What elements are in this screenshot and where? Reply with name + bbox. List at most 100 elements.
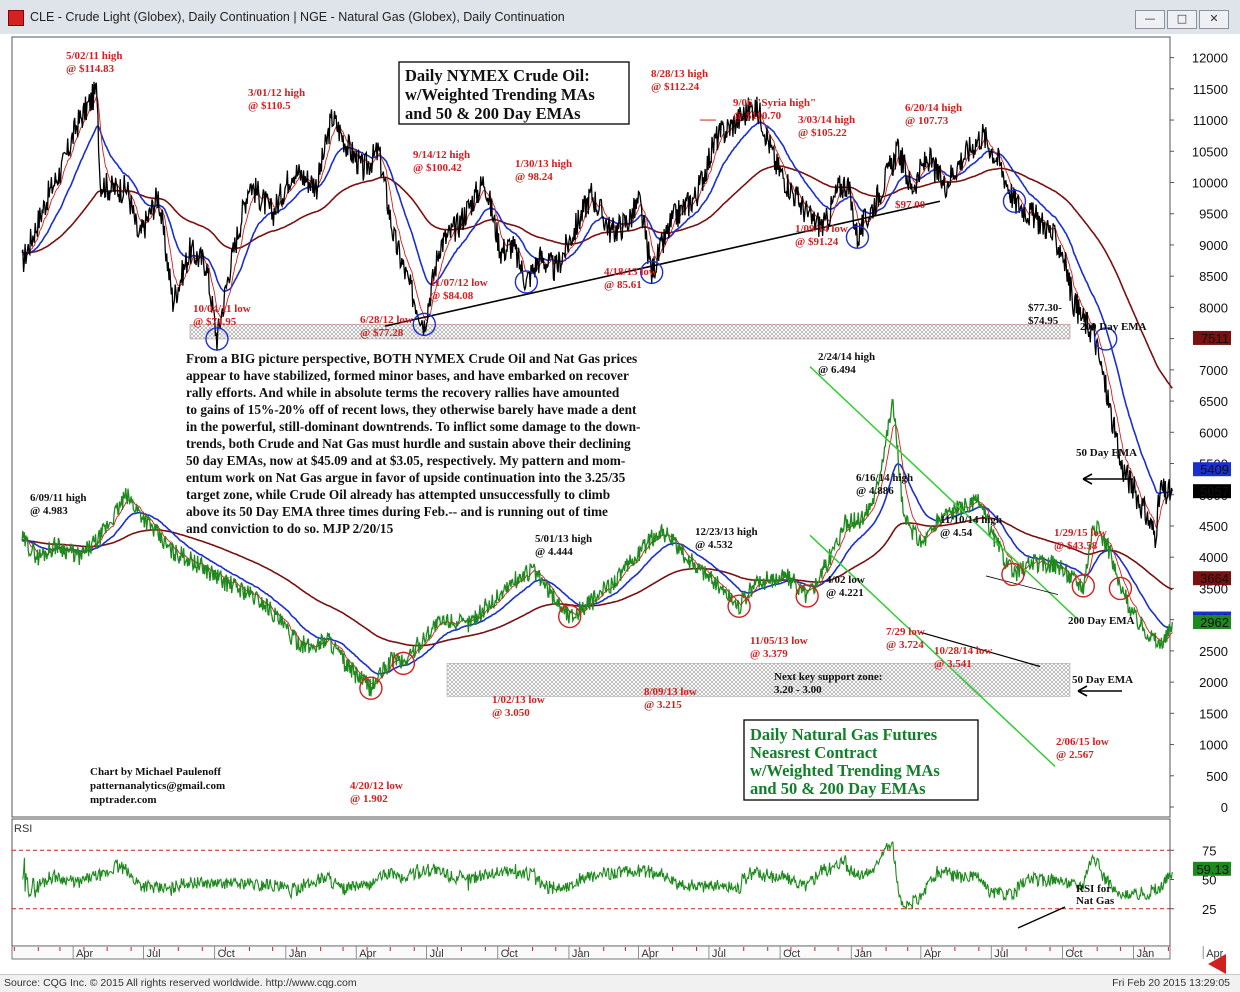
natgas-title-line: w/Weighted Trending MAs	[750, 761, 940, 780]
crude-low-marker	[205, 327, 229, 351]
y-axis-tick-label: 9500	[1199, 207, 1228, 222]
price-badge-label: 5057	[1200, 484, 1229, 499]
rsi-trendline	[1017, 906, 1066, 929]
natgas-low-marker	[391, 651, 416, 676]
x-axis-tick-label: Oct	[1065, 948, 1082, 960]
crude-annotation: 6/28/12 low	[360, 314, 413, 326]
status-bar: Source: CQG Inc. © 2015 All rights reser…	[0, 974, 1240, 992]
price-badge-label: 2962	[1200, 615, 1229, 630]
commentary-line: appear to have stabilized, formed minor …	[186, 368, 629, 383]
x-axis-tick-label: Jan	[289, 948, 307, 960]
close-button[interactable]: ✕	[1199, 10, 1229, 29]
price-badge-label: 5409	[1200, 462, 1229, 477]
crude-annotation: 1/30/13 high	[515, 158, 572, 170]
x-axis-tick-label: Apr	[924, 948, 941, 960]
crude-annotation: $77.30-	[1028, 302, 1062, 314]
y-axis-tick-label: 12000	[1192, 51, 1228, 66]
natgas-annotation: 1/02/13 low	[492, 694, 545, 706]
natgas-annotation: @ 4.54	[940, 527, 973, 539]
y-axis-tick-label: 4500	[1199, 519, 1228, 534]
crude-annotation: $74.95	[1028, 315, 1059, 327]
natgas-low-marker	[727, 594, 751, 618]
natgas-annotation: @ 4.532	[695, 539, 733, 551]
credit-line: Chart by Michael Paulenoff	[90, 766, 221, 778]
natgas-annotation: @ 3.050	[492, 707, 530, 719]
natgas-price-arrow	[1077, 685, 1122, 697]
crude-low-marker	[412, 312, 436, 337]
commentary-line: above its 50 Day EMA three times during …	[186, 504, 608, 519]
crude-annotation: @ $77.28	[360, 327, 404, 339]
natgas-low-marker	[1001, 562, 1025, 587]
rsi-tick-label: 50	[1202, 873, 1216, 888]
commentary-line: rally efforts. And while in absolute ter…	[186, 385, 620, 400]
commentary-line: entum work on Nat Gas argue in favor of …	[186, 470, 626, 485]
crude-price-line	[21, 81, 1173, 548]
commentary-line: in the powerful, still-dominant downtren…	[186, 419, 640, 434]
crude-200-day-ema	[22, 165, 1173, 389]
price-badge	[1193, 615, 1231, 630]
rsi-panel-frame	[11, 818, 1171, 947]
natgas-price-line	[21, 398, 1173, 697]
price-badge	[1193, 571, 1231, 586]
crude-annotation: 1/29/15 low	[1054, 527, 1107, 539]
crude-annotation: 10/04/11 low	[193, 303, 251, 315]
natgas-breakdown-line	[919, 631, 1041, 668]
y-axis-tick-label: 6000	[1199, 425, 1228, 440]
crude-annotation: @ $110.5	[248, 100, 291, 112]
crude-low-marker	[514, 270, 539, 294]
crude-annotation: 6/20/14 high	[905, 102, 962, 114]
crude-annotation: $97.00	[895, 199, 926, 211]
y-axis-tick-label: 6500	[1199, 394, 1228, 409]
crude-annotation: 5/02/11 high	[66, 50, 123, 62]
crude-annotation: @ 85.61	[604, 279, 642, 291]
natgas-title-line: Daily Natural Gas Futures	[750, 725, 938, 744]
x-axis-tick-label: Jan	[572, 948, 590, 960]
chart-area: 12000 11500 11000 10500 10000 9500 9000 8500 800…	[0, 34, 1240, 974]
natgas-annotation: 11/05/13 low	[750, 635, 808, 647]
window-title: CLE - Crude Light (Globex), Daily Contin…	[30, 10, 565, 24]
credit-line: patternanalytics@gmail.com	[90, 780, 225, 792]
crude-annotation: 3/01/12 high	[248, 87, 305, 99]
price-badge-label: 3664	[1200, 571, 1229, 586]
window-titlebar: CLE - Crude Light (Globex), Daily Contin…	[0, 0, 1240, 35]
crude-annotation: @ $110.70	[733, 110, 782, 122]
crude-annotation: 200 Day EMA	[1080, 321, 1147, 333]
x-axis-tick-label: Jan	[1137, 948, 1155, 960]
natgas-title-box	[743, 719, 979, 801]
x-axis-strip	[11, 945, 1171, 960]
crude-annotation: @ $91.24	[795, 236, 839, 248]
natgas-annotation: @ 3.215	[644, 699, 682, 711]
natgas-annotation: @ 4.444	[535, 546, 573, 558]
maximize-button[interactable]: □	[1167, 10, 1197, 29]
y-axis-tick-label: 7000	[1199, 363, 1228, 378]
app-icon	[8, 10, 24, 26]
y-axis-tick-label: 11000	[1193, 113, 1228, 128]
natgas-annotation: 2/06/15 low	[1056, 736, 1109, 748]
natgas-annotation: 8/09/13 low	[644, 686, 697, 698]
crude-annotation: 1/09/14 low	[795, 223, 848, 235]
crude-annotation: 8/28/13 high	[651, 68, 708, 80]
price-badge	[1193, 330, 1231, 345]
x-axis-tick-label: Jul	[146, 948, 160, 960]
natgas-annotation: @ 6.494	[818, 364, 856, 376]
crude-title-box	[398, 61, 630, 125]
rsi-note: RSI for	[1076, 883, 1111, 895]
natgas-annotation: 50 Day EMA	[1072, 674, 1133, 686]
natgas-annotation: 2/24/14 high	[818, 351, 875, 363]
natgas-annotation: @ 2.567	[1056, 749, 1094, 761]
natgas-low-marker	[1108, 576, 1133, 601]
y-axis-tick-label: 10500	[1192, 144, 1228, 159]
natgas-minor-line	[985, 575, 1059, 596]
y-axis-tick-label: 8000	[1199, 300, 1228, 315]
x-axis-tick-label: Apr	[76, 948, 93, 960]
crude-low-marker	[1002, 189, 1027, 213]
crude-annotation: 11/07/12 low	[430, 277, 488, 289]
rsi-tick-label: 75	[1202, 843, 1216, 858]
minimize-button[interactable]: —	[1135, 10, 1165, 29]
natgas-channel-lower	[809, 534, 1056, 767]
natgas-annotation: 200 Day EMA	[1068, 615, 1135, 627]
y-axis-tick-label: 0	[1221, 800, 1228, 815]
crude-price-arrow	[1082, 473, 1133, 485]
price-chart: 1200011500110001050010000950090008500800…	[0, 34, 1240, 974]
commentary-line: 50 day EMAs, now at $45.09 and at $3.05,…	[186, 453, 625, 468]
